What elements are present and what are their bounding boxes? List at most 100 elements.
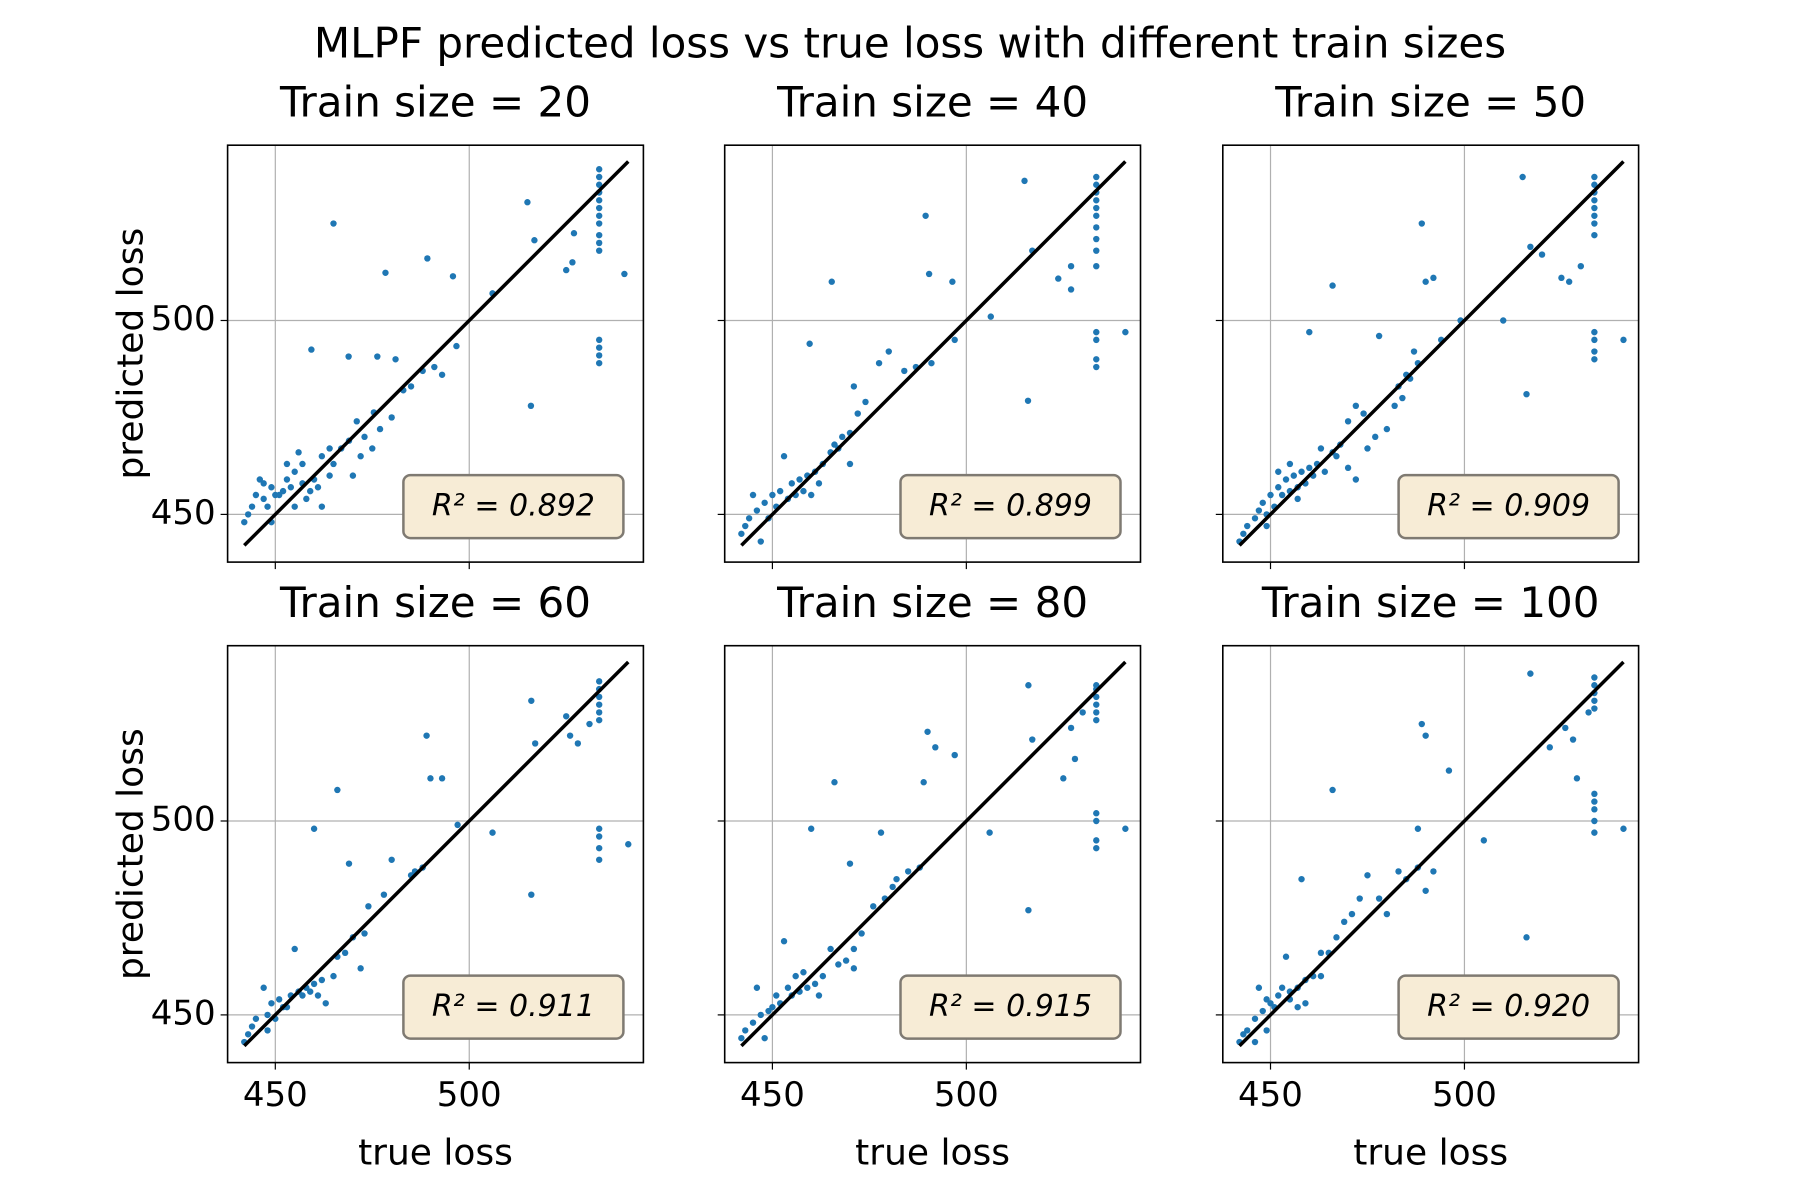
y-tick-label: 500 [151, 299, 216, 339]
point [1267, 1000, 1274, 1007]
point [595, 204, 603, 212]
point [1519, 173, 1526, 181]
point [831, 779, 838, 786]
point [901, 367, 908, 375]
annotation: R² = 0.909 [1427, 489, 1590, 524]
point [1244, 1027, 1251, 1034]
point [1255, 507, 1263, 514]
point [595, 709, 603, 716]
x-tick-label: 500 [934, 1075, 999, 1115]
point [1562, 724, 1569, 732]
point [1591, 806, 1598, 813]
point [753, 507, 761, 514]
point [1093, 204, 1100, 212]
point [1282, 953, 1290, 960]
point [318, 976, 326, 984]
point [322, 1000, 329, 1007]
point [307, 487, 314, 495]
point [595, 352, 603, 359]
point [806, 340, 813, 347]
point [275, 996, 283, 1003]
point [745, 515, 753, 522]
reference-line [1238, 660, 1625, 1048]
subplot-title: Train size = 40 [776, 78, 1088, 127]
point [792, 972, 799, 980]
point [1259, 499, 1266, 506]
point [846, 860, 854, 867]
point [392, 356, 399, 363]
point [1591, 674, 1598, 681]
point [1317, 949, 1325, 957]
point [1585, 709, 1592, 716]
point [283, 460, 291, 468]
annotation: R² = 0.892 [432, 489, 595, 524]
point [1267, 491, 1274, 499]
point [761, 499, 768, 506]
point [987, 313, 994, 320]
point [1025, 682, 1032, 689]
point [1275, 484, 1282, 491]
point [382, 269, 389, 276]
point [1591, 181, 1598, 188]
point [1259, 1007, 1266, 1015]
point [877, 829, 885, 836]
axes-frame [226, 144, 645, 563]
point [1029, 736, 1036, 743]
point [1344, 464, 1352, 472]
point [349, 472, 357, 479]
point [1093, 810, 1100, 817]
point [815, 480, 823, 487]
point [839, 433, 846, 441]
point [1071, 755, 1079, 763]
point [1122, 328, 1129, 336]
annotation-box [402, 974, 625, 1040]
point [310, 825, 318, 832]
point [595, 220, 603, 227]
point [1430, 274, 1437, 282]
reference-line [740, 160, 1127, 547]
point [749, 491, 757, 499]
point [893, 875, 900, 883]
point [846, 460, 854, 468]
point [252, 1015, 260, 1022]
point [318, 453, 326, 460]
point [1422, 887, 1429, 894]
point [1538, 251, 1546, 258]
point [423, 732, 430, 739]
point [427, 775, 434, 782]
point [1591, 204, 1598, 212]
point [489, 829, 496, 836]
point [1591, 220, 1598, 227]
point [1591, 798, 1598, 805]
x-tick-label: 450 [1238, 1075, 1303, 1115]
point [776, 487, 784, 495]
subplot-title: Train size = 60 [279, 578, 591, 627]
point [1352, 476, 1360, 483]
annotation-box [899, 473, 1122, 540]
point [1591, 173, 1598, 181]
point [1263, 996, 1270, 1003]
point [1591, 328, 1598, 336]
point [1523, 934, 1530, 941]
point [1591, 348, 1598, 355]
point [595, 359, 603, 367]
point [742, 1027, 749, 1034]
point [625, 841, 632, 848]
point [595, 336, 603, 344]
point [1391, 402, 1398, 410]
point [1527, 670, 1534, 677]
point [932, 744, 939, 751]
point [595, 825, 603, 832]
point [345, 353, 352, 360]
point [1558, 274, 1565, 282]
point [380, 891, 388, 898]
axes-frame [723, 644, 1142, 1064]
point [595, 856, 603, 863]
point [920, 779, 927, 786]
point [854, 410, 861, 417]
point [925, 270, 933, 278]
point [922, 212, 929, 219]
point [862, 398, 869, 406]
point [1356, 895, 1363, 902]
